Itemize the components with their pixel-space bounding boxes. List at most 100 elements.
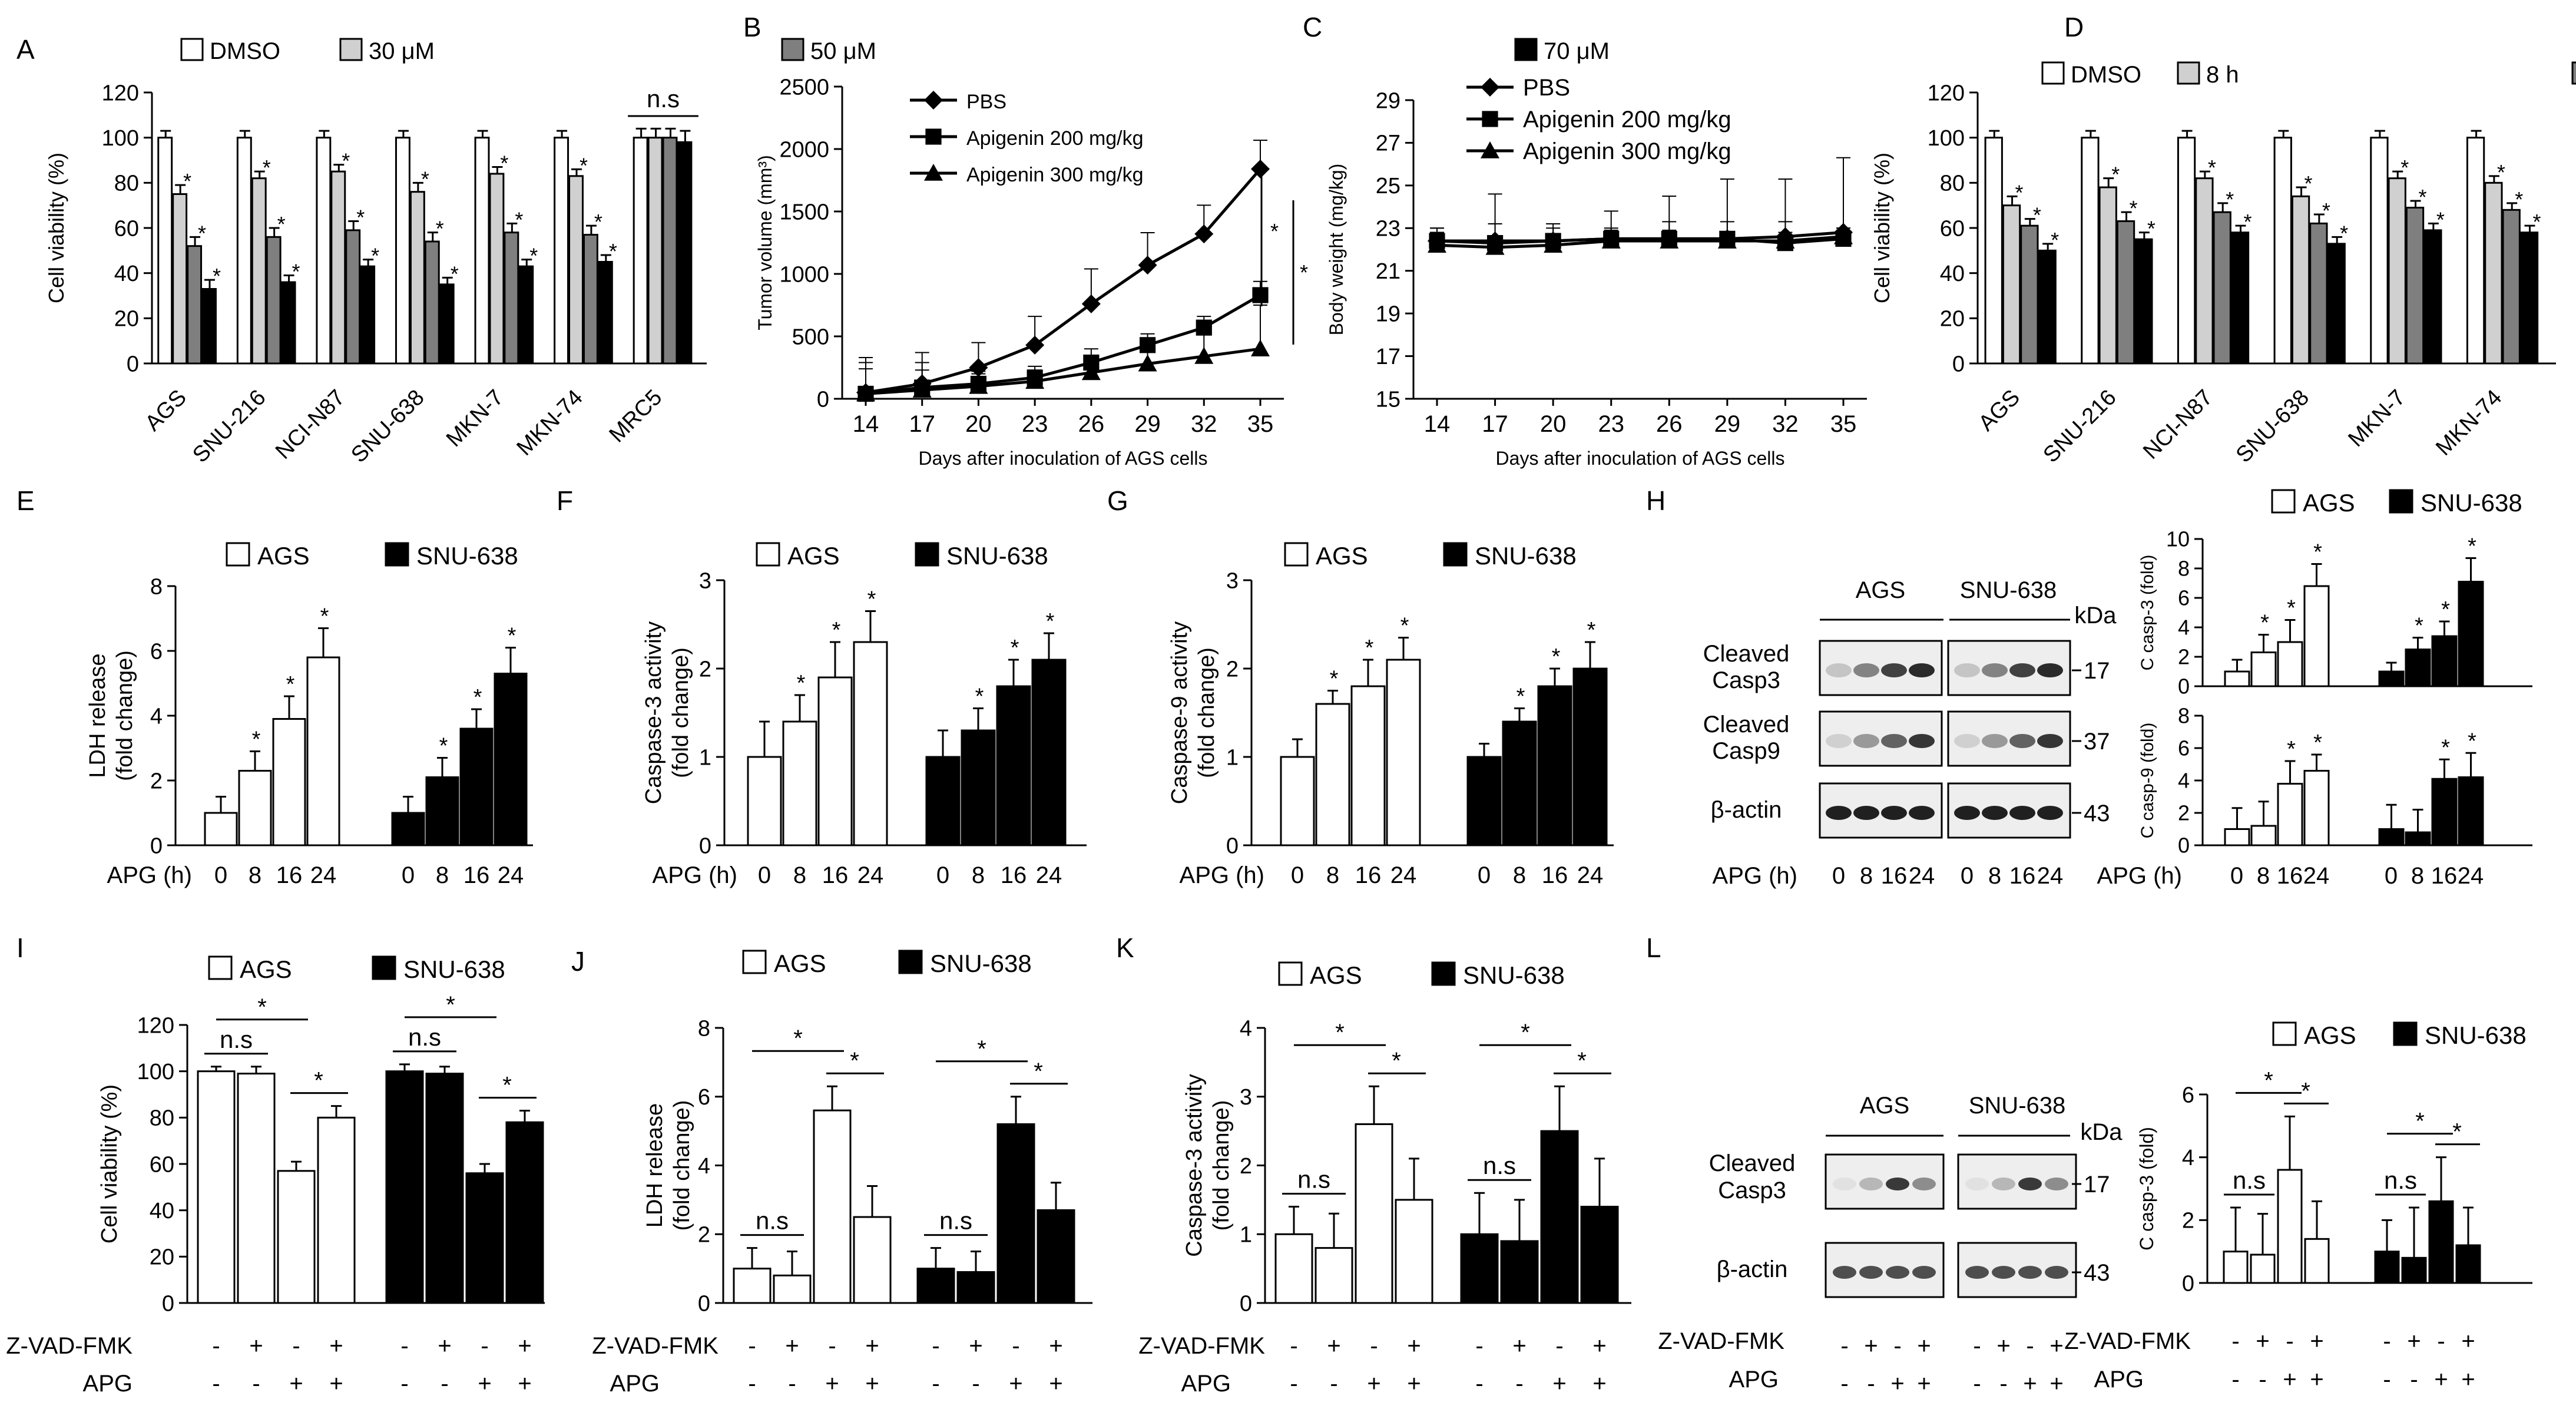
bar-D-24h-SNU-638	[2327, 243, 2346, 365]
x-tick-label-C-23: 23	[1598, 411, 1624, 437]
zvad-sign-J-0-2: -	[828, 1333, 836, 1359]
H-bars-lane-1: 8	[2257, 863, 2270, 889]
y-axis-C-tick-label: 27	[1376, 131, 1400, 156]
y-label-I-0: Cell viability (%)	[97, 1084, 122, 1243]
y-axis-E-tick-label: 6	[150, 639, 163, 664]
y-axis-F-tick-label: 2	[699, 657, 711, 682]
series-line-C-2	[1436, 235, 1844, 249]
star-D: *	[2400, 156, 2409, 180]
star-G: *	[1365, 636, 1374, 660]
bar-A-DMSO-MKN-7	[474, 137, 490, 365]
blot-H-lane-5: 8	[1988, 863, 2001, 889]
bar-L-SNU-638-2	[2428, 1200, 2454, 1284]
legend-swatch-G-0	[1284, 542, 1309, 567]
blot-L-zvad-sign-6: -	[2026, 1333, 2034, 1359]
legend-label-K-0: AGS	[1310, 961, 1362, 989]
y-axis-D-tick-label: 80	[1940, 171, 1965, 196]
y-axis-H-casp3-tick-label: 2	[2178, 645, 2190, 669]
star-E: *	[320, 604, 329, 629]
y-axis-D: 0 20 40 60 80 100 120	[1928, 81, 1979, 376]
star-D: *	[2226, 187, 2234, 211]
star-D: *	[2532, 210, 2541, 234]
star-F: *	[975, 684, 984, 709]
category-label-A-AGS: AGS	[141, 385, 191, 436]
y-label-B: Tumor volume (mm³)	[754, 155, 776, 330]
point-B-1-7	[1252, 287, 1269, 303]
legend-marker-C-0	[1481, 78, 1499, 97]
y-label-J-0: LDH release	[643, 1103, 667, 1228]
bar-F-SNU-638-1	[961, 729, 996, 846]
y-axis-C-tick-label: 17	[1376, 345, 1400, 369]
y-axis-I-tick-label: 120	[137, 1013, 174, 1038]
category-label-D-SNU-216: SNU-216	[2039, 385, 2121, 468]
zvad-sign-K-1-3: +	[1592, 1333, 1606, 1359]
blot-H-band	[1826, 663, 1852, 677]
star-K-0b: *	[1392, 1048, 1401, 1074]
x-tick-label-B-32: 32	[1191, 411, 1217, 437]
apg-sign-I-1-3: +	[518, 1371, 531, 1397]
legend-label-F-0: AGS	[787, 542, 840, 570]
y-axis-K-tick-label: 3	[1240, 1085, 1252, 1110]
zvad-sign-L-1-0: -	[2383, 1328, 2390, 1354]
zvad-sign-K-0-3: +	[1407, 1333, 1421, 1359]
star-I-0a: *	[257, 994, 267, 1020]
blot-H-band	[1909, 806, 1935, 820]
star-L-1a: *	[2415, 1109, 2425, 1135]
y-axis-I-tick-label: 60	[150, 1152, 174, 1177]
category-label-F-24: 24	[1036, 862, 1062, 888]
legend-label-K-1: SNU-638	[1463, 961, 1565, 989]
blot-H-row-label-0a: Cleaved	[1703, 641, 1790, 667]
zvad-label-I: Z-VAD-FMK	[6, 1333, 133, 1359]
y-axis-E-tick-label: 8	[150, 574, 163, 599]
zvad-sign-I-1-2: -	[481, 1333, 488, 1359]
y-axis-E-tick-label: 2	[150, 769, 163, 793]
bar-G-AGS-2	[1350, 685, 1386, 846]
point-B-0-6	[1194, 224, 1214, 244]
bar-K-AGS-3	[1395, 1199, 1433, 1304]
bar-D-24h-MKN-74	[2519, 231, 2539, 365]
bar-I-SNU-638-3	[505, 1121, 544, 1304]
category-label-E-24: 24	[498, 862, 524, 888]
bar-L-SNU-638-3	[2455, 1244, 2481, 1284]
bar-G-AGS-1	[1315, 703, 1350, 846]
blot-H-band	[1826, 734, 1852, 748]
star-I-1b: *	[502, 1073, 512, 1099]
y-label-H-casp9-0: C casp-9 (fold)	[2138, 723, 2157, 839]
y-axis-L: 0 2 4 6	[2182, 1083, 2209, 1296]
blot-L-band	[1992, 1266, 2015, 1279]
star-L-0a: *	[2264, 1067, 2273, 1093]
y-label-F-1: (fold change)	[668, 647, 693, 778]
legend-label-D-0: DMSO	[2071, 62, 2141, 88]
bar-E-AGS-0	[204, 812, 238, 846]
blot-H-band	[1954, 806, 1980, 820]
ns-label-J-0: n.s	[756, 1207, 789, 1235]
blot-L-mw-1: 43	[2084, 1260, 2110, 1286]
H-bars-lane-6: 16	[2431, 863, 2458, 889]
star-A: *	[421, 167, 429, 191]
apg-sign-J-0-3: +	[865, 1371, 879, 1397]
bar-K-SNU-638-3	[1580, 1206, 1619, 1304]
blot-L-row-label-0b: Casp3	[1718, 1178, 1786, 1203]
point-B-2-5	[1138, 354, 1157, 372]
zvad-sign-L-0-0: -	[2231, 1328, 2239, 1354]
bar-D-DMSO-MKN-74	[2466, 137, 2485, 365]
legend-marker-B-2	[924, 164, 943, 181]
blot-H-row-label-1b: Casp9	[1712, 738, 1780, 764]
zvad-sign-J-1-1: +	[969, 1333, 982, 1359]
star-K-1b: *	[1577, 1048, 1587, 1074]
zvad-sign-L-1-1: +	[2407, 1328, 2421, 1354]
y-axis-G-tick-label: 1	[1226, 745, 1239, 770]
y-axis-J: 0 2 4 6 8	[698, 1016, 724, 1316]
y-axis-F-tick-label: 3	[699, 568, 711, 593]
blot-L-zvad-sign-7: +	[2049, 1333, 2063, 1359]
blot-H-row-label-2: β-actin	[1711, 797, 1782, 823]
point-C-2-1	[1485, 237, 1505, 255]
blot-L-apg-sign-0: -	[1840, 1371, 1848, 1397]
apg-sign-L-0-0: -	[2231, 1367, 2239, 1393]
zvad-label-L: Z-VAD-FMK	[2064, 1328, 2191, 1354]
blot-L-zvad-sign-0: -	[1840, 1333, 1848, 1359]
bar-H-casp9-AGS-3	[2303, 770, 2330, 846]
legend-label-A-3: 70 μM	[1544, 38, 1610, 64]
star-H-casp3: *	[2468, 534, 2476, 559]
